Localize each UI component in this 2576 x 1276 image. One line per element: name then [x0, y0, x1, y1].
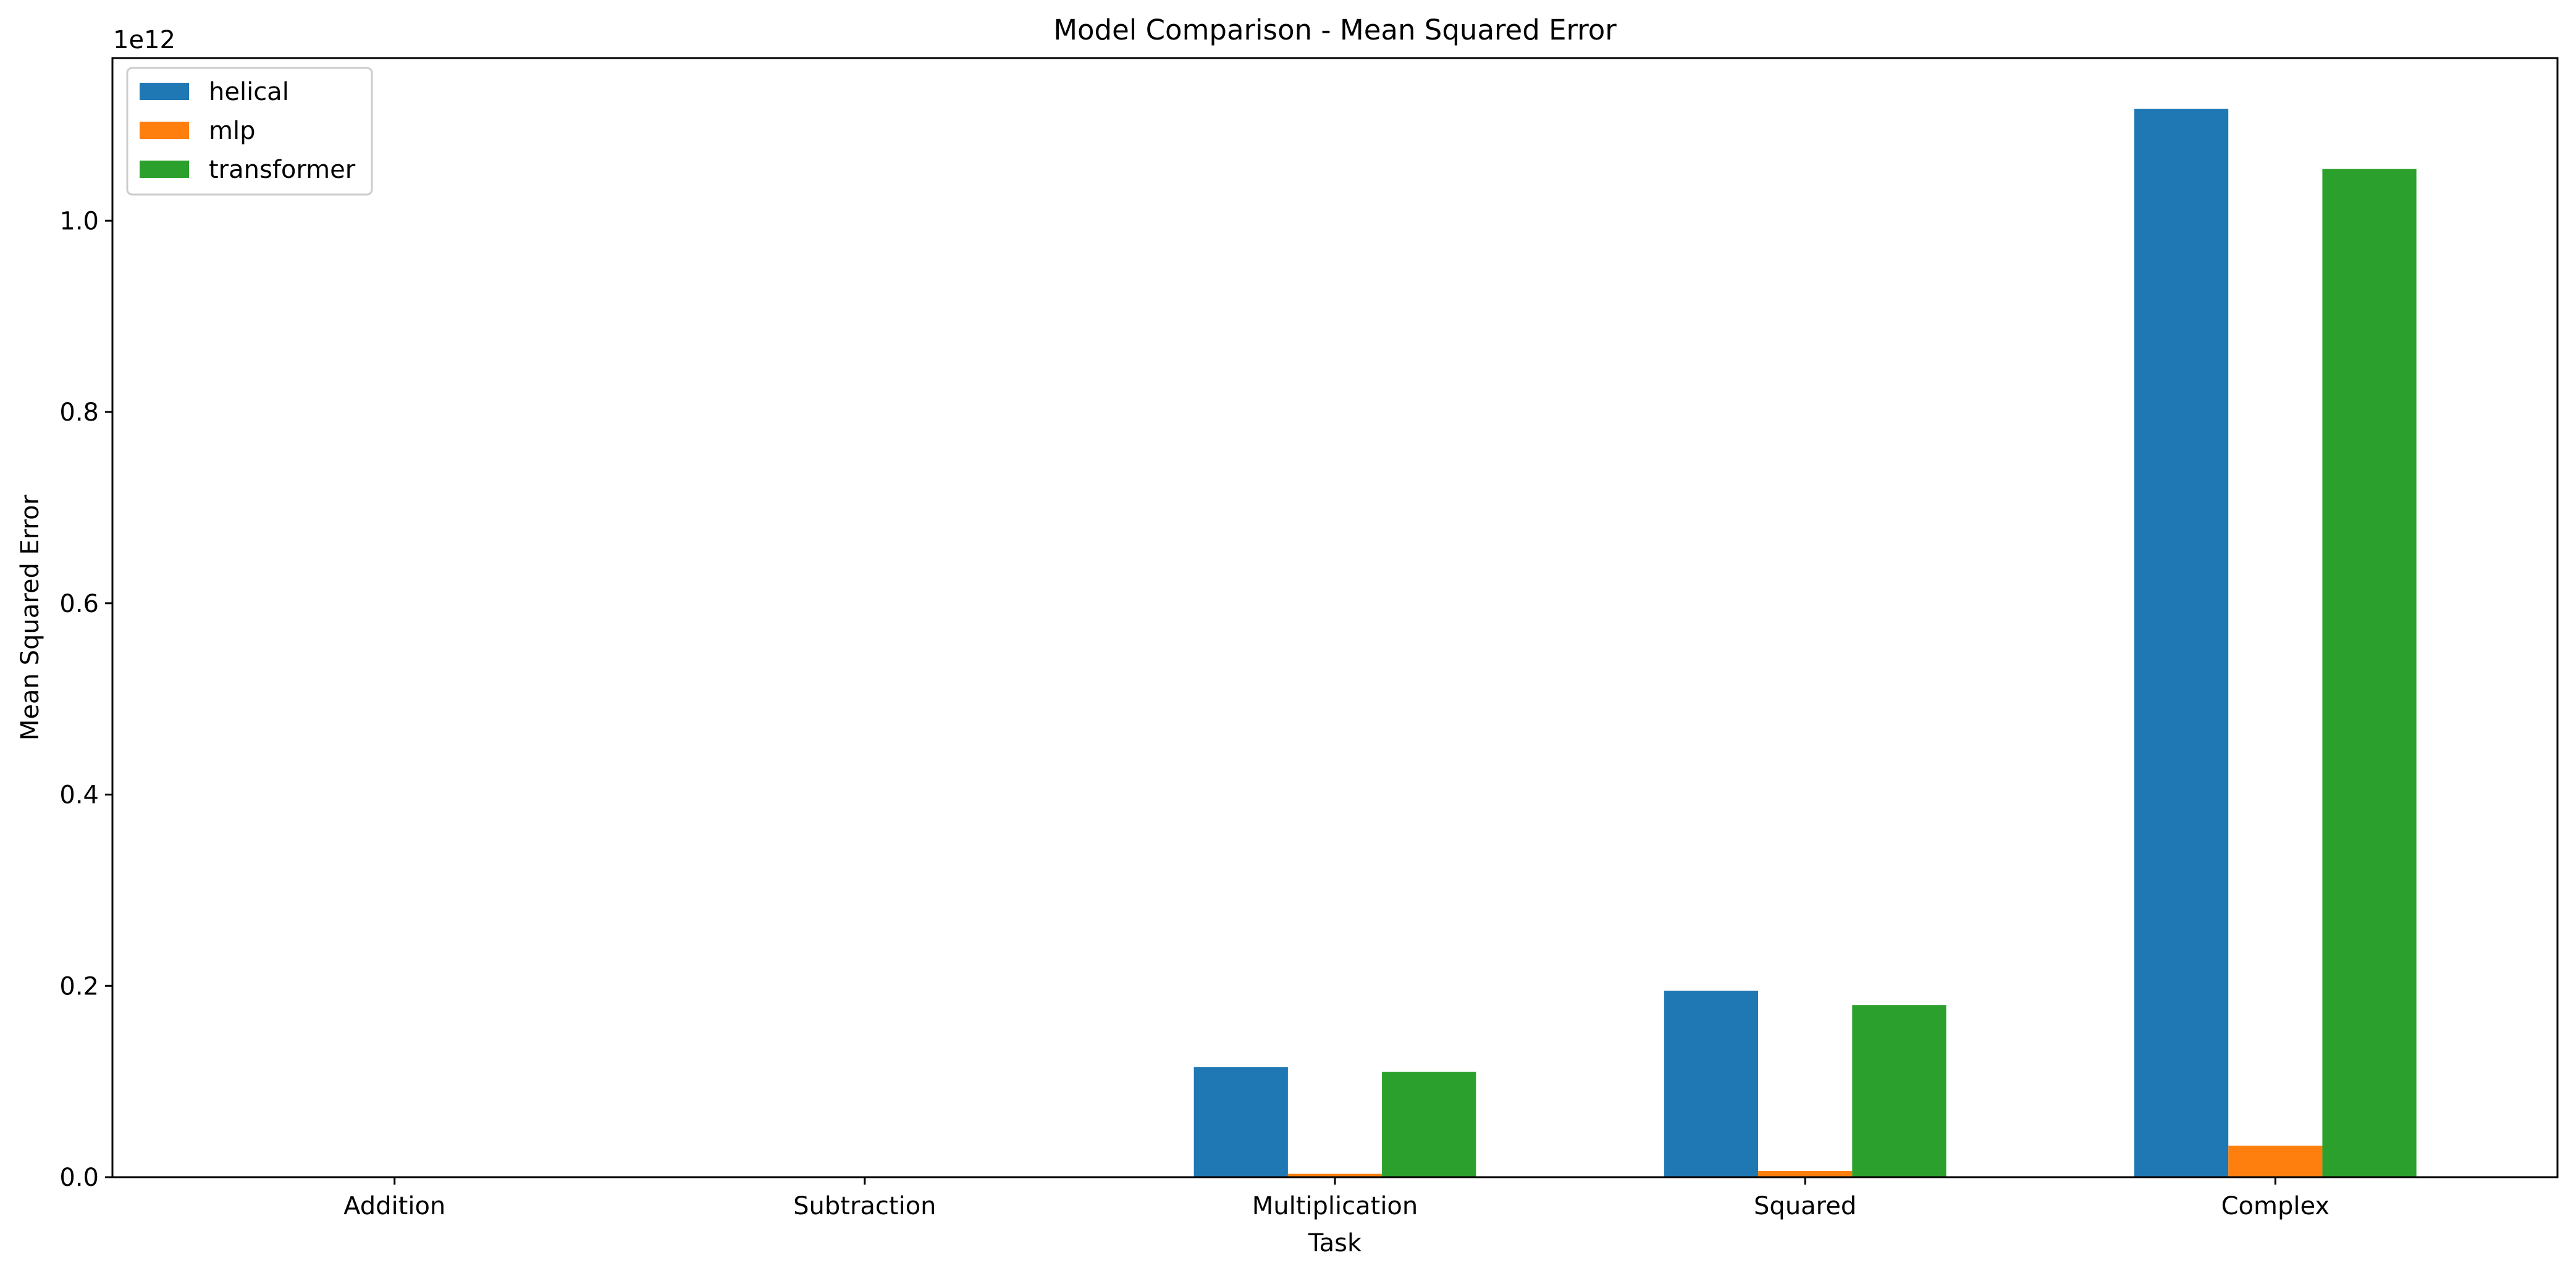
- x-tick-label: Subtraction: [793, 1192, 936, 1220]
- x-axis-ticks: Addition Subtraction Multiplication Squared…: [343, 1177, 2330, 1220]
- bar-helical-complex: [2134, 109, 2229, 1178]
- plot-frame: [111, 57, 2559, 1178]
- chart-title: Model Comparison - Mean Squared Error: [1053, 14, 1617, 46]
- legend-label-transformer: transformer: [209, 156, 356, 184]
- bar-transformer-complex: [2322, 169, 2417, 1178]
- legend-label-helical: helical: [209, 78, 289, 106]
- bar-mlp-squared: [1758, 1170, 1853, 1177]
- x-tick-label: Squared: [1754, 1192, 1856, 1220]
- y-tick-label: 0.2: [59, 972, 99, 1001]
- x-tick-label: Complex: [2221, 1192, 2330, 1220]
- y-axis-ticks: 0.0 0.2 0.4 0.6 0.8 1.0: [59, 207, 112, 1192]
- x-tick-label: Addition: [343, 1192, 445, 1220]
- legend-label-mlp: mlp: [209, 117, 255, 145]
- bar-mlp-multiplication: [1287, 1173, 1383, 1177]
- y-tick-label: 0.4: [59, 781, 99, 810]
- x-axis-label: Task: [1308, 1229, 1362, 1257]
- x-tick-label: Multiplication: [1252, 1192, 1418, 1220]
- y-axis-offset-label: 1e12: [113, 26, 175, 54]
- legend: helical mlp transformer: [126, 67, 373, 196]
- bars-layer: [1193, 109, 2417, 1178]
- legend-items: helical mlp transformer: [140, 78, 356, 184]
- legend-swatch-mlp: [140, 122, 189, 139]
- bar-helical-multiplication: [1193, 1067, 1288, 1177]
- y-tick-label: 0.6: [59, 590, 99, 618]
- bar-helical-squared: [1664, 991, 1759, 1177]
- legend-swatch-helical: [140, 83, 189, 100]
- y-tick-label: 0.0: [59, 1164, 99, 1192]
- y-axis-label: Mean Squared Error: [16, 494, 44, 741]
- y-tick-label: 1.0: [59, 207, 99, 235]
- bar-mlp-complex: [2228, 1145, 2323, 1177]
- legend-swatch-transformer: [140, 161, 189, 178]
- y-tick-label: 0.8: [59, 398, 99, 427]
- bar-transformer-squared: [1852, 1005, 1947, 1177]
- bar-transformer-multiplication: [1382, 1072, 1476, 1177]
